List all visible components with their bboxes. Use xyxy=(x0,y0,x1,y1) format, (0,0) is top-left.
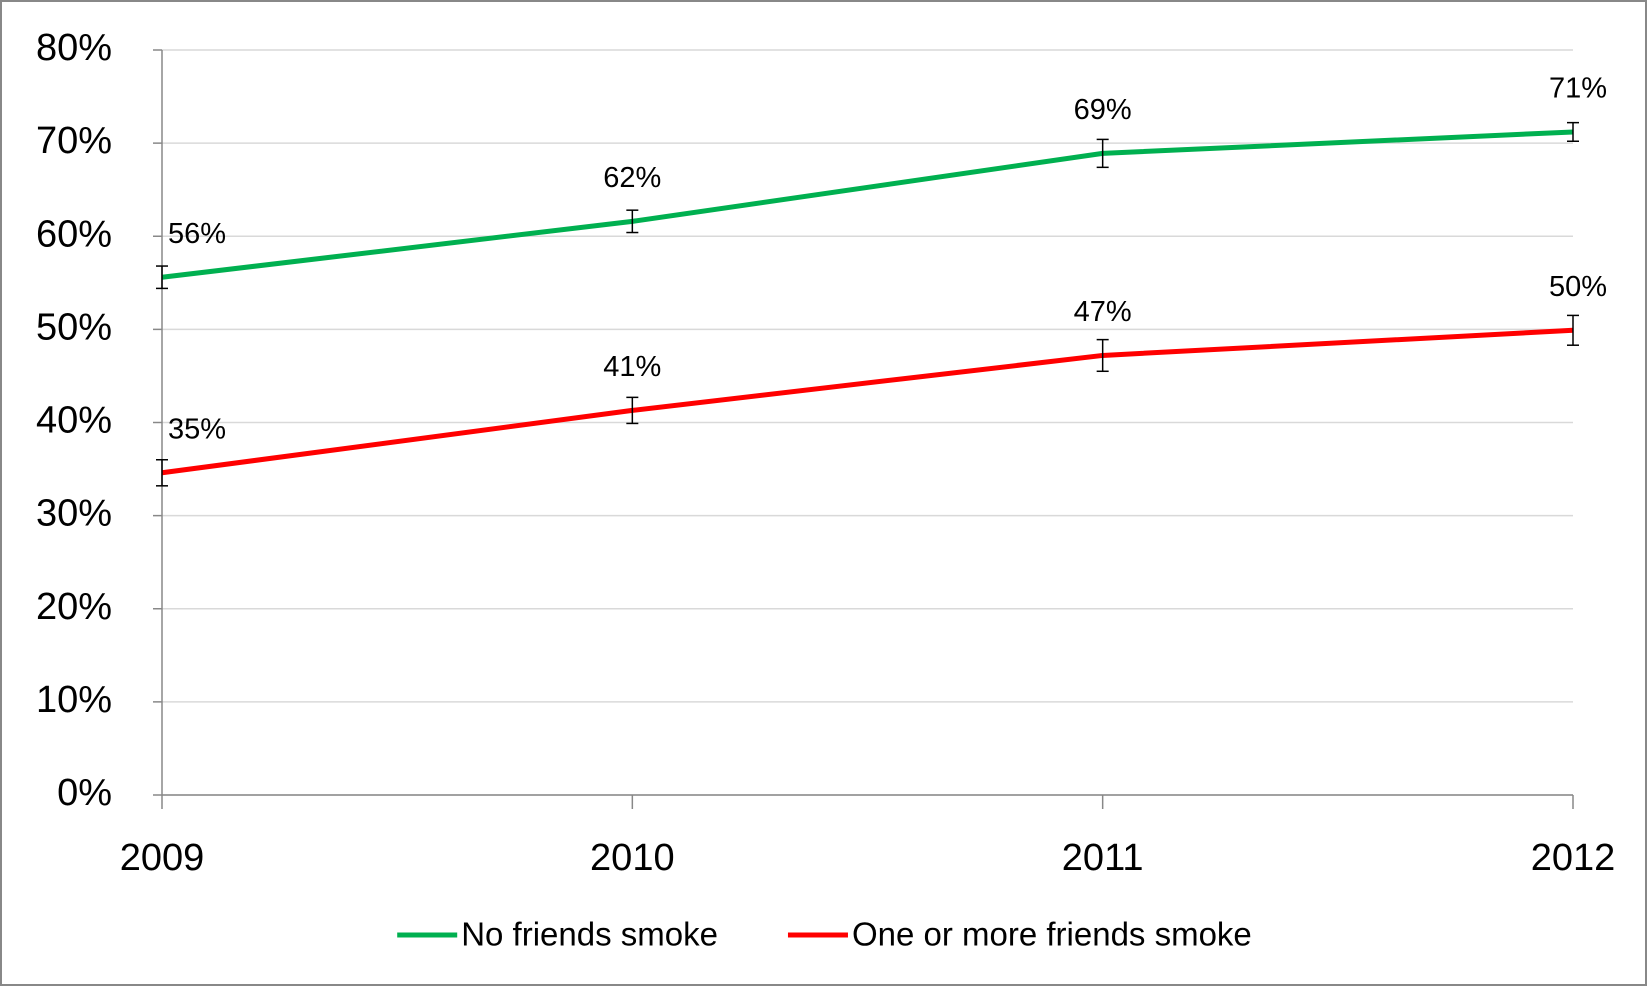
y-tick-label: 10% xyxy=(36,679,112,721)
error-bar xyxy=(156,459,168,487)
legend-label: No friends smoke xyxy=(461,916,718,953)
series-line xyxy=(161,129,1574,280)
data-label: 71% xyxy=(1549,73,1607,105)
y-tick-label: 0% xyxy=(57,772,112,814)
y-tick-label: 40% xyxy=(36,400,112,442)
data-label: 62% xyxy=(603,162,661,194)
y-tick-label: 20% xyxy=(36,586,112,628)
data-label: 56% xyxy=(168,218,226,250)
error-bar xyxy=(156,265,168,290)
y-tick-label: 70% xyxy=(36,120,112,162)
series-line xyxy=(161,327,1574,476)
x-tick-label: 2011 xyxy=(1062,837,1144,879)
error-bar xyxy=(626,396,639,425)
error-bar xyxy=(1567,121,1579,143)
error-bar xyxy=(1096,138,1109,169)
error-bar xyxy=(626,209,639,234)
y-tick-label: 50% xyxy=(36,306,112,348)
legend-label: One or more friends smoke xyxy=(852,916,1252,953)
data-label: 41% xyxy=(603,351,661,383)
x-tick-label: 2009 xyxy=(120,837,205,879)
y-tick-label: 80% xyxy=(36,27,112,69)
error-bar xyxy=(1567,314,1579,346)
data-label: 69% xyxy=(1074,94,1132,126)
error-bar xyxy=(1096,338,1109,373)
y-tick-label: 60% xyxy=(36,213,112,255)
data-label: 47% xyxy=(1074,296,1132,328)
data-label: 50% xyxy=(1549,271,1607,303)
data-label: 35% xyxy=(168,413,226,445)
x-tick-label: 2012 xyxy=(1531,837,1616,879)
x-tick-label: 2010 xyxy=(590,837,675,879)
y-tick-label: 30% xyxy=(36,493,112,535)
